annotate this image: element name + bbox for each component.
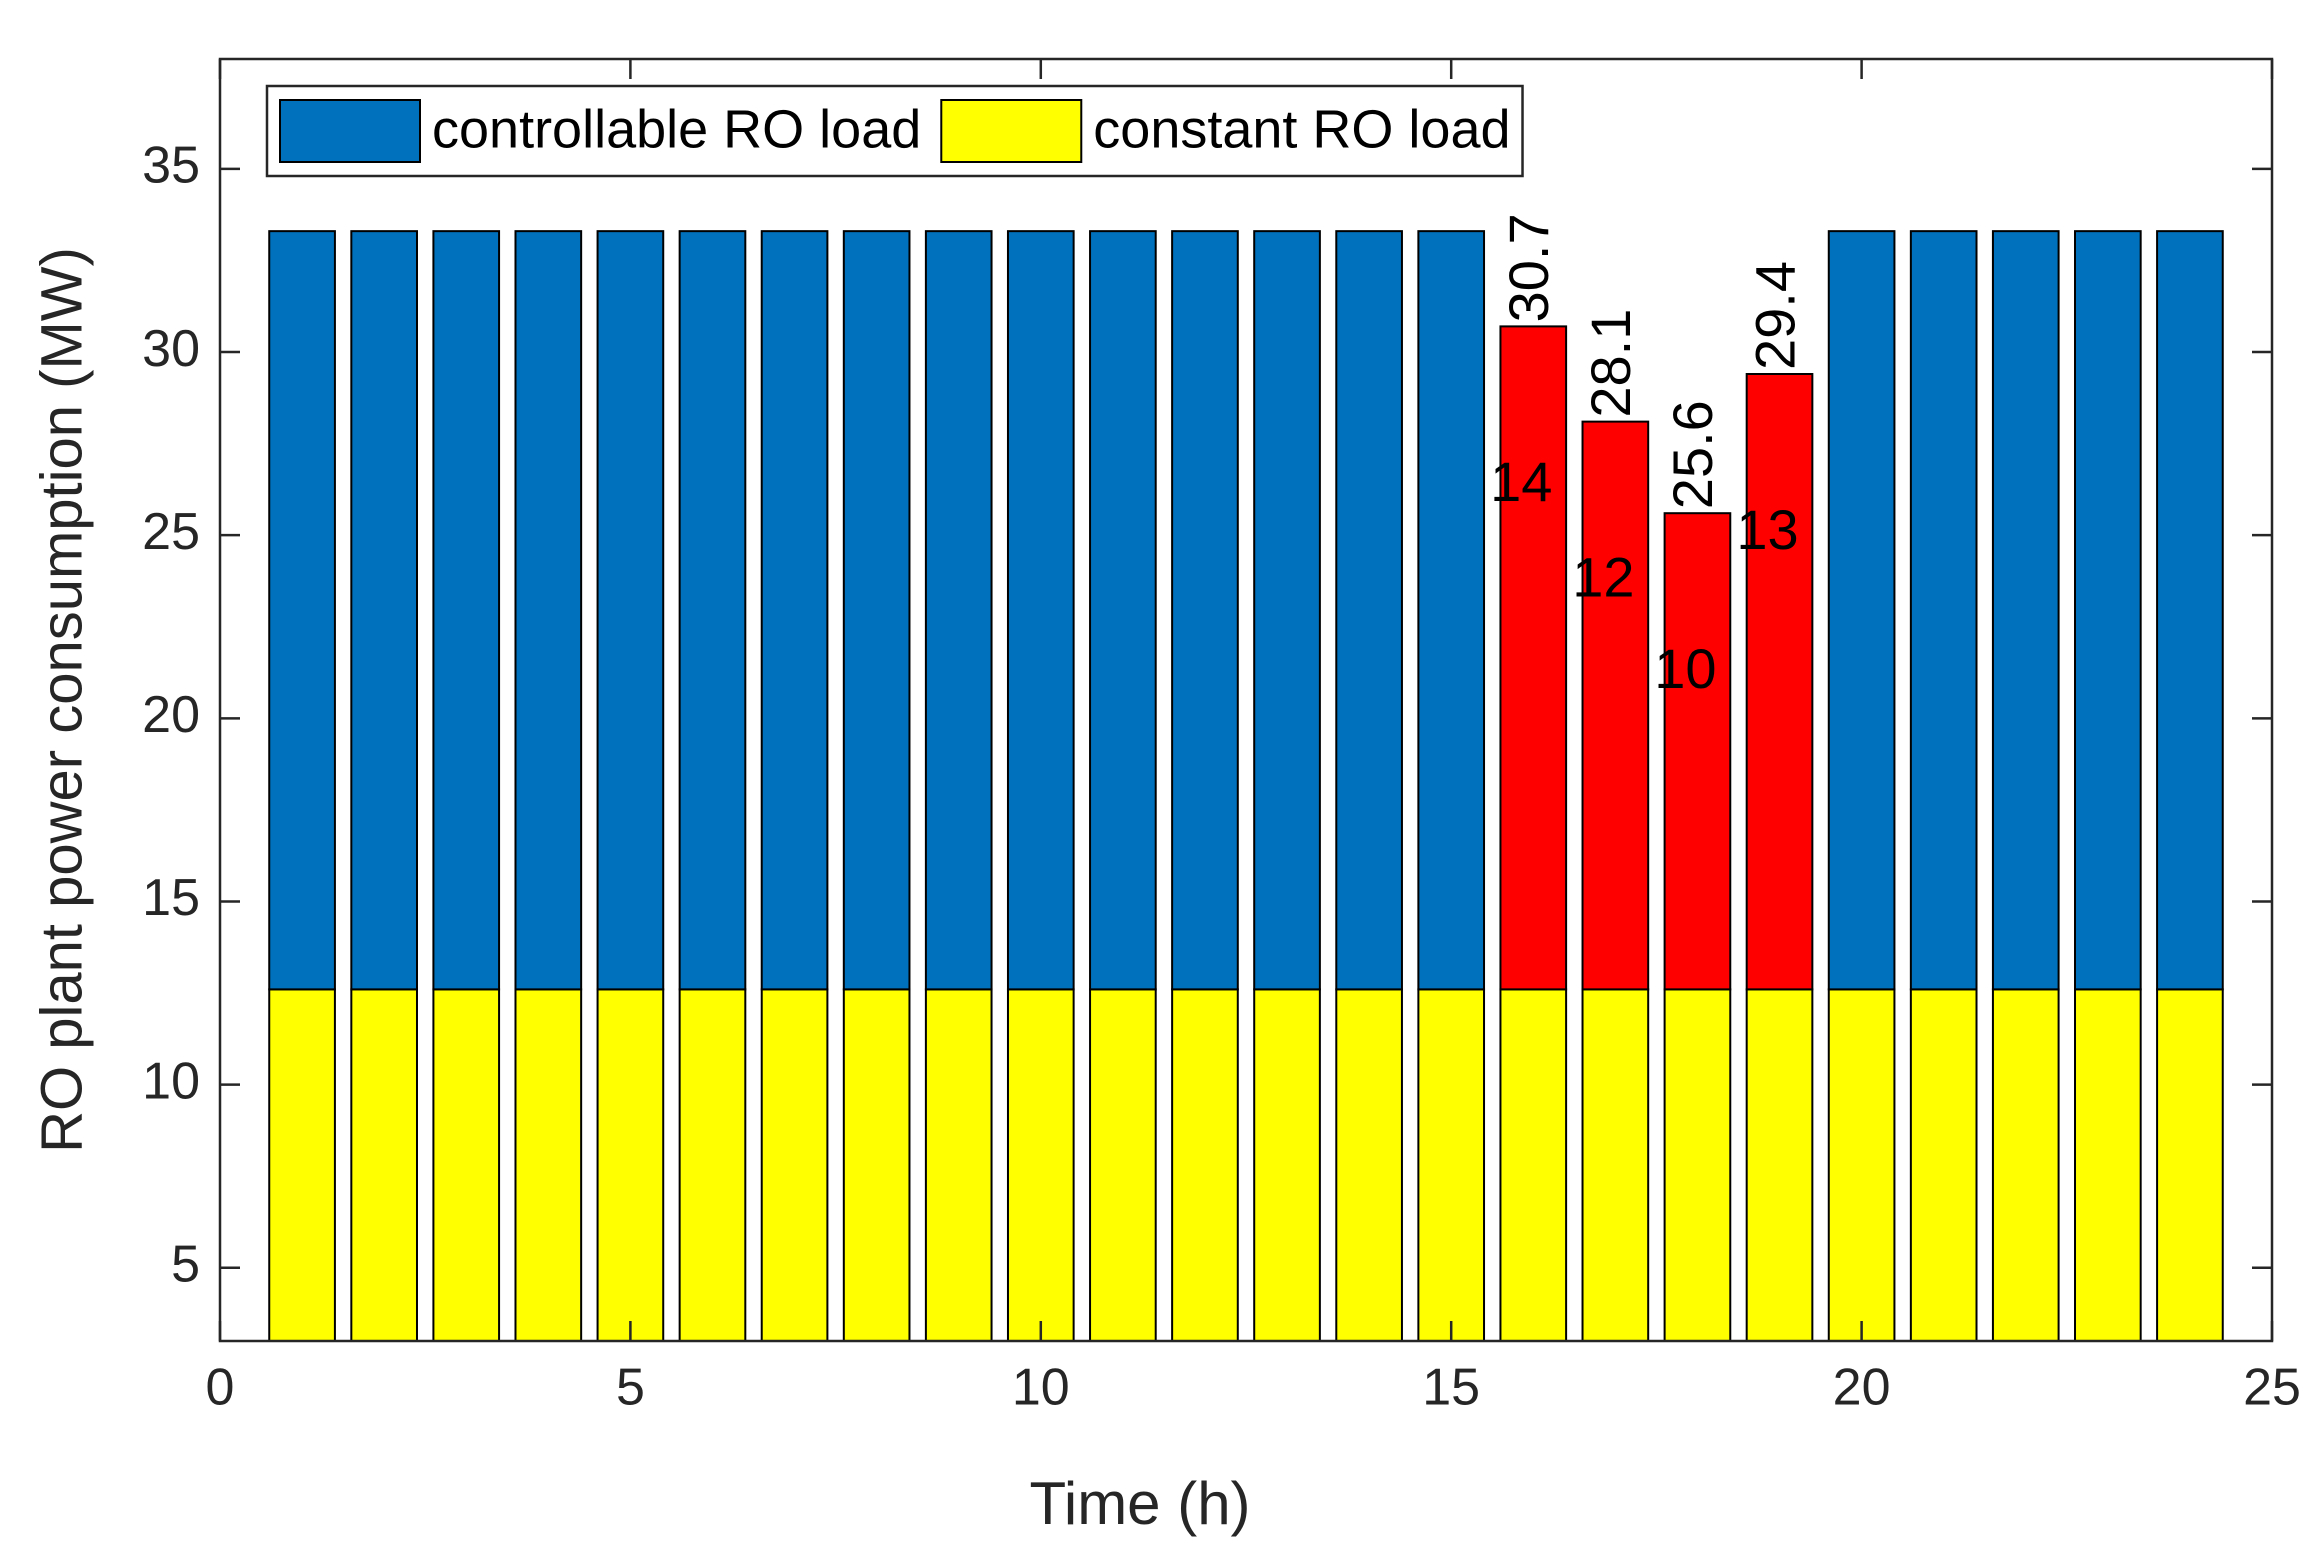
bar-segment [1909, 230, 1978, 991]
bar-segment [2074, 988, 2142, 1342]
legend-label: constant RO load [1093, 99, 1510, 159]
bar-segment [678, 230, 747, 991]
total-label: 25.6 [1661, 400, 1724, 509]
bar-segment [1827, 230, 1896, 991]
x-axis-label: Time (h) [1029, 1470, 1250, 1537]
y-tick-label: 20 [142, 686, 200, 744]
bar-segment [1909, 988, 1978, 1342]
bar-segment [924, 230, 993, 991]
bar-segment [1253, 230, 1321, 991]
bar-segment [1991, 230, 2060, 991]
bar-segment [2156, 230, 2224, 991]
bar-segment [1581, 420, 1650, 991]
legend-label: controllable RO load [432, 99, 921, 159]
x-tick-label: 5 [616, 1359, 645, 1417]
bar-segment [514, 988, 583, 1342]
y-tick-label: 5 [171, 1235, 200, 1293]
y-tick-label: 25 [142, 503, 200, 561]
count-label: 10 [1654, 637, 1716, 700]
x-tick-label: 25 [2243, 1359, 2301, 1417]
bar-segment [678, 988, 747, 1342]
bar-segment [432, 988, 501, 1342]
bar-segment [760, 230, 829, 991]
bar-segment [1745, 988, 1814, 1342]
bar-segment [1335, 988, 1403, 1342]
bar-segment [1663, 512, 1732, 991]
bar-segment [350, 230, 418, 991]
bar-segment [1006, 988, 1075, 1342]
bar-segment [1089, 230, 1157, 991]
bar-segment [1006, 230, 1075, 991]
bar-segment [1171, 230, 1239, 991]
y-tick-label: 35 [142, 137, 200, 195]
bar-segment [268, 230, 336, 991]
total-label: 28.1 [1579, 309, 1642, 418]
x-tick-label: 15 [1422, 1359, 1480, 1417]
x-tick-label: 10 [1012, 1359, 1070, 1417]
count-label: 12 [1572, 545, 1634, 608]
bar-segment [350, 988, 418, 1342]
legend-swatch [279, 99, 421, 163]
y-tick-label: 10 [142, 1052, 200, 1110]
total-label: 30.7 [1497, 213, 1560, 322]
y-axis-label: RO plant power consumption (MW) [29, 247, 94, 1153]
bar-segment [1499, 988, 1568, 1342]
bar-segment [596, 230, 665, 991]
y-tick-label: 30 [142, 320, 200, 378]
legend-swatch [940, 99, 1083, 163]
bar-segment [1417, 988, 1486, 1342]
bar-segment [924, 988, 993, 1342]
legend-frame [265, 84, 1524, 178]
bar-segment [2074, 230, 2142, 991]
bar-segment [1171, 988, 1239, 1342]
total-label: 29.4 [1743, 261, 1806, 370]
bar-segment [1581, 988, 1650, 1342]
bar-segment [2156, 988, 2224, 1342]
x-tick-label: 20 [1833, 1359, 1891, 1417]
bar-segment [1335, 230, 1403, 991]
plot-frame [218, 57, 2274, 1343]
legend: controllable RO load constant RO load [265, 84, 1524, 178]
bar-segment [514, 230, 583, 991]
bar-segment [432, 230, 501, 991]
bar-segment [842, 230, 911, 991]
bar-segment [1745, 373, 1814, 991]
count-label: 13 [1736, 498, 1798, 561]
bar-segment [760, 988, 829, 1342]
bar-segment [1991, 988, 2060, 1342]
bar-segment [1417, 230, 1486, 991]
y-tick-label: 15 [142, 869, 200, 927]
bar-segment [268, 988, 336, 1342]
bar-segment [1089, 988, 1157, 1342]
count-label: 14 [1490, 450, 1552, 513]
bar-segment [842, 988, 911, 1342]
bar-segment [1253, 988, 1321, 1342]
bar-segment [596, 988, 665, 1342]
bar-segment [1663, 988, 1732, 1342]
x-tick-label: 0 [206, 1359, 235, 1417]
bar-segment [1499, 325, 1568, 991]
bar-segment [1827, 988, 1896, 1342]
